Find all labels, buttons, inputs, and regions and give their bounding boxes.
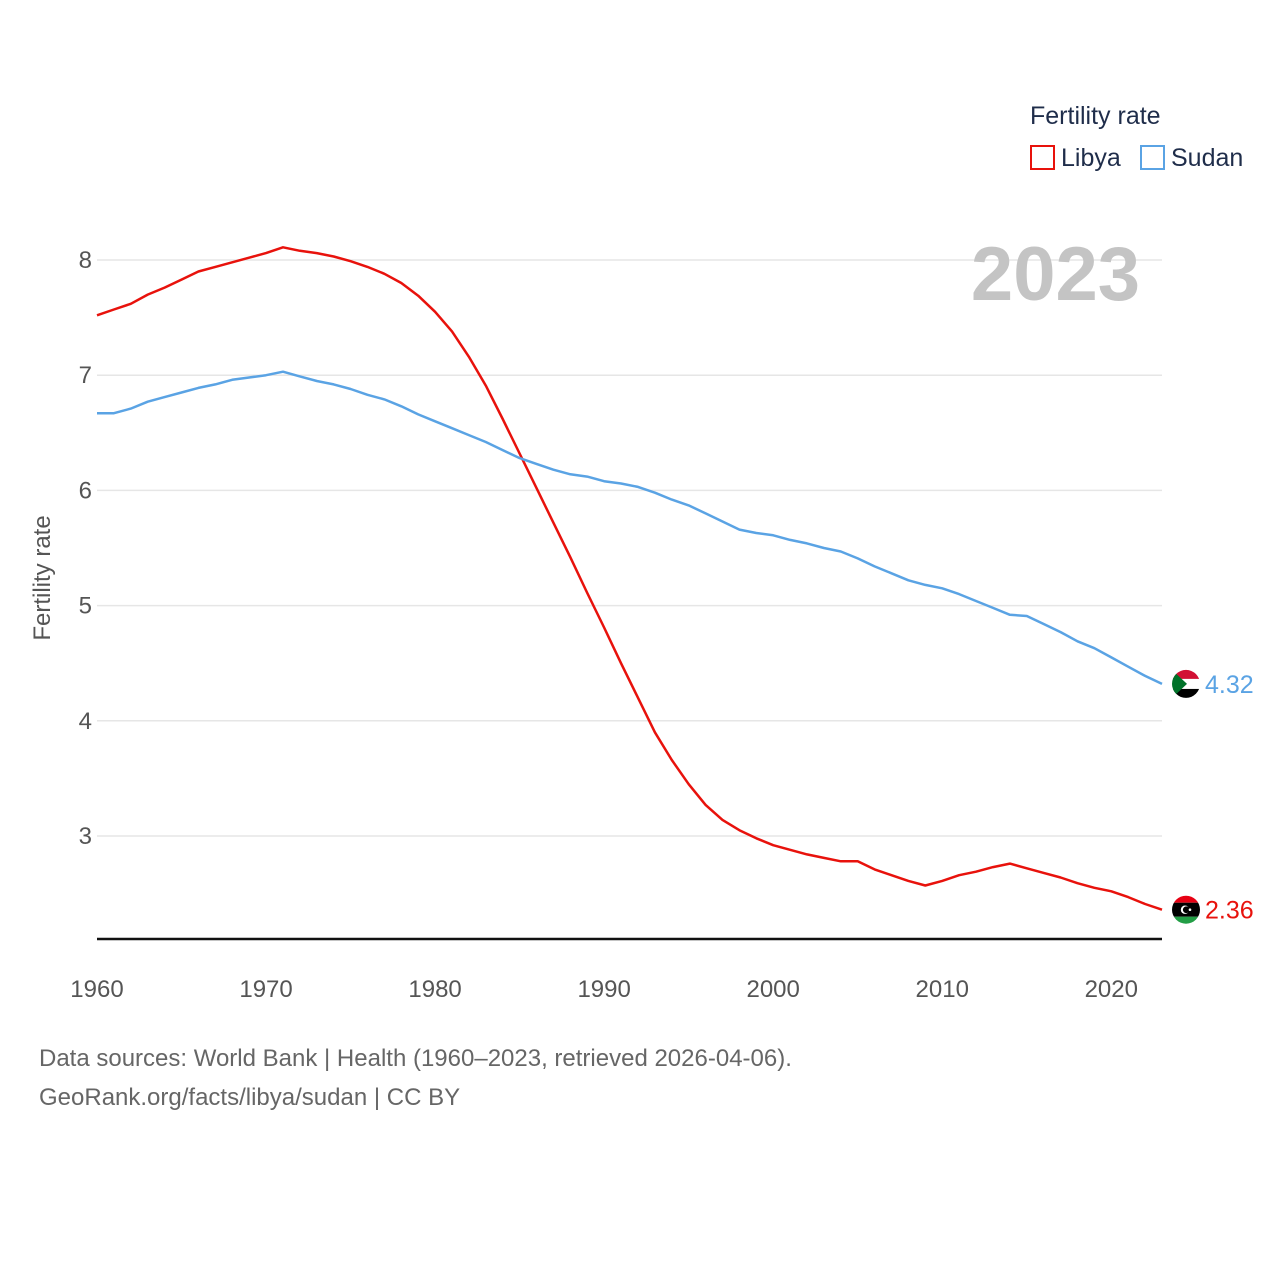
y-axis-label: Fertility rate [29,515,56,640]
legend-label-libya: Libya [1061,144,1121,172]
y-tick-label-6: 6 [79,477,92,504]
x-axis-ticks: 1960 1970 1980 1990 2000 2010 2020 [70,976,1138,1003]
x-tick-label-1970: 1970 [239,976,292,1003]
x-tick-label-1960: 1960 [70,976,123,1003]
legend-label-sudan: Sudan [1171,144,1243,172]
legend-swatch-sudan [1140,145,1165,170]
x-tick-label-2020: 2020 [1085,976,1138,1003]
legend: Fertility rate Libya Sudan [1030,102,1243,172]
year-overlay: 2023 [971,232,1140,317]
series-line-libya [96,246,1163,911]
y-tick-label-4: 4 [79,708,92,735]
x-tick-label-2000: 2000 [746,976,799,1003]
source-line-2: GeoRank.org/facts/libya/sudan | CC BY [39,1084,461,1111]
x-tick-label-1980: 1980 [408,976,461,1003]
series-line-sudan [97,370,1163,686]
x-tick-label-1990: 1990 [577,976,630,1003]
flag-sudan-icon [1172,669,1200,698]
y-tick-label-7: 7 [79,362,92,389]
flag-libya-icon [1172,895,1200,924]
series-lines [96,246,1163,911]
source-line-1: Data sources: World Bank | Health (1960–… [39,1045,792,1072]
gridlines [97,259,1162,837]
legend-swatch-libya [1030,145,1055,170]
y-axis-ticks: 3 4 5 6 7 8 [79,247,92,850]
x-tick-label-2010: 2010 [916,976,969,1003]
end-value-sudan: 4.32 [1205,671,1254,699]
y-tick-label-8: 8 [79,247,92,274]
y-tick-label-5: 5 [79,593,92,620]
series-end-markers: 2.36 4.32 [1172,669,1254,925]
end-value-libya: 2.36 [1205,897,1254,925]
y-tick-label-3: 3 [79,823,92,850]
legend-title: Fertility rate [1030,102,1161,130]
